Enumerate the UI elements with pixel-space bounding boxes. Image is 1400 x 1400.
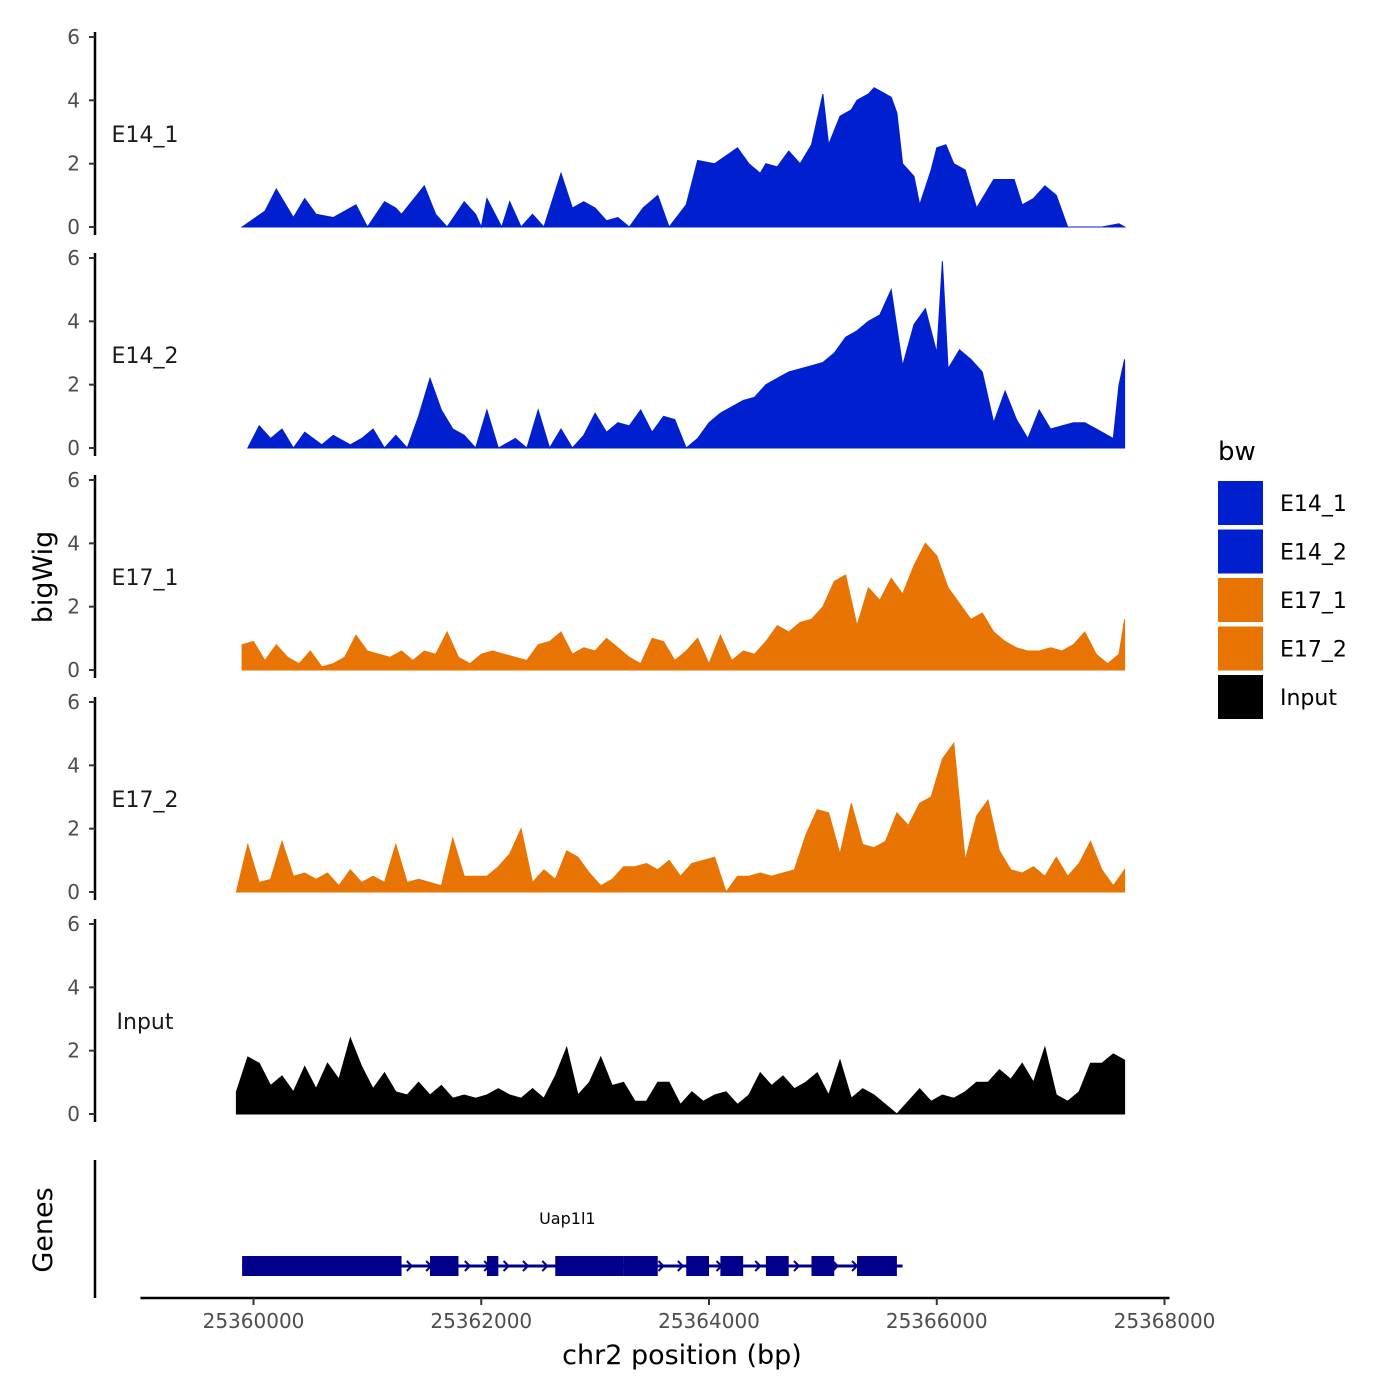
strand-arrow	[793, 1260, 801, 1272]
strand-arrow	[522, 1260, 530, 1272]
gene-exon	[242, 1256, 402, 1276]
gene-exon	[720, 1256, 744, 1276]
y-tick-label: 4	[67, 975, 80, 999]
legend-label: E14_2	[1280, 541, 1347, 566]
strand-arrow	[406, 1260, 414, 1272]
genes-panel: Uap1l1	[93, 1160, 903, 1298]
signal-area-E17_2	[235, 741, 1126, 894]
strand-arrow	[677, 1260, 685, 1272]
track-label: Input	[117, 1010, 174, 1035]
legend: bw E14_1 E14_2 E17_1 E17_2 Input	[1218, 437, 1347, 719]
gene-exon	[857, 1256, 897, 1276]
y-tick-label: 2	[67, 152, 80, 176]
y-tick-label: 6	[67, 25, 80, 49]
y-tick-label: 6	[67, 246, 80, 270]
tracks-area: 0 2 4 6 E14_1 0 2 4 6 E14_2 0 2 4 6 E17_1 0 2 4 6 E17_2 0 2 4 6…	[67, 25, 1127, 1126]
track-E17_1: 0 2 4 6 E17_1	[67, 468, 1126, 682]
signal-area-E17_1	[241, 542, 1126, 671]
legend-label: E17_1	[1280, 589, 1347, 614]
gene-exon	[555, 1256, 624, 1276]
strand-arrow	[657, 1260, 665, 1272]
y-tick-label: 4	[67, 531, 80, 555]
y-axis-title: bigWig	[28, 531, 59, 624]
legend-title: bw	[1218, 437, 1256, 467]
legend-swatch-Input	[1218, 675, 1263, 719]
track-Input: 0 2 4 6 Input	[67, 912, 1126, 1126]
track-label: E14_1	[112, 123, 179, 148]
strand-arrow	[851, 1260, 859, 1272]
track-E14_1: 0 2 4 6 E14_1	[67, 25, 1127, 239]
gene-exon	[430, 1256, 459, 1276]
gene-exon	[634, 1256, 658, 1276]
strand-arrow	[541, 1260, 549, 1272]
signal-area-Input	[235, 1036, 1126, 1115]
x-tick-label: 25362000	[430, 1309, 532, 1333]
legend-swatch-E17_2	[1218, 626, 1263, 671]
gene-exon	[811, 1256, 835, 1276]
track-E17_2: 0 2 4 6 E17_2	[67, 690, 1126, 904]
y-tick-label: 4	[67, 753, 80, 777]
strand-arrow	[464, 1260, 472, 1272]
y-tick-label: 0	[67, 658, 80, 682]
y-tick-label: 2	[67, 817, 80, 841]
x-tick-label: 25368000	[1114, 1309, 1216, 1333]
gene-Uap1l1: Uap1l1	[242, 1209, 903, 1276]
x-axis: 25360000 25362000 25364000 25366000 25368000	[140, 1296, 1216, 1333]
y-tick-label: 0	[67, 880, 80, 904]
y-tick-label: 6	[67, 468, 80, 492]
track-label: E17_2	[112, 788, 179, 813]
legend-label: E14_1	[1280, 492, 1347, 517]
x-tick-label: 25360000	[203, 1309, 305, 1333]
y-tick-label: 2	[67, 595, 80, 619]
strand-arrow	[831, 1260, 840, 1272]
gene-exon	[623, 1256, 635, 1276]
signal-area-E14_2	[246, 261, 1126, 450]
x-tick-label: 25364000	[658, 1309, 760, 1333]
y-tick-label: 0	[67, 1102, 80, 1126]
y-tick-label: 4	[67, 88, 80, 112]
strand-arrow	[754, 1260, 762, 1272]
signal-area-E14_1	[240, 87, 1127, 229]
y-tick-label: 2	[67, 1039, 80, 1063]
y-tick-label: 0	[67, 215, 80, 239]
gene-exon	[486, 1256, 499, 1276]
gene-exon	[765, 1256, 789, 1276]
legend-swatch-E14_2	[1218, 529, 1263, 574]
y-tick-label: 6	[67, 690, 80, 714]
strand-arrow	[502, 1260, 510, 1272]
y-tick-label: 0	[67, 436, 80, 460]
gene-label: Uap1l1	[539, 1209, 595, 1228]
genes-axis-title: Genes	[28, 1187, 59, 1272]
y-tick-label: 4	[67, 309, 80, 333]
track-label: E17_1	[112, 566, 179, 591]
legend-label: Input	[1280, 686, 1337, 711]
track-E14_2: 0 2 4 6 E14_2	[67, 246, 1126, 460]
track-label: E14_2	[112, 344, 179, 369]
y-tick-label: 6	[67, 912, 80, 936]
x-axis-title: chr2 position (bp)	[562, 1340, 802, 1371]
legend-swatch-E17_1	[1218, 578, 1263, 622]
y-tick-label: 2	[67, 373, 80, 397]
gene-exon	[686, 1256, 709, 1276]
legend-swatch-E14_1	[1218, 481, 1263, 525]
legend-label: E17_2	[1280, 638, 1347, 663]
x-tick-label: 25366000	[886, 1309, 988, 1333]
